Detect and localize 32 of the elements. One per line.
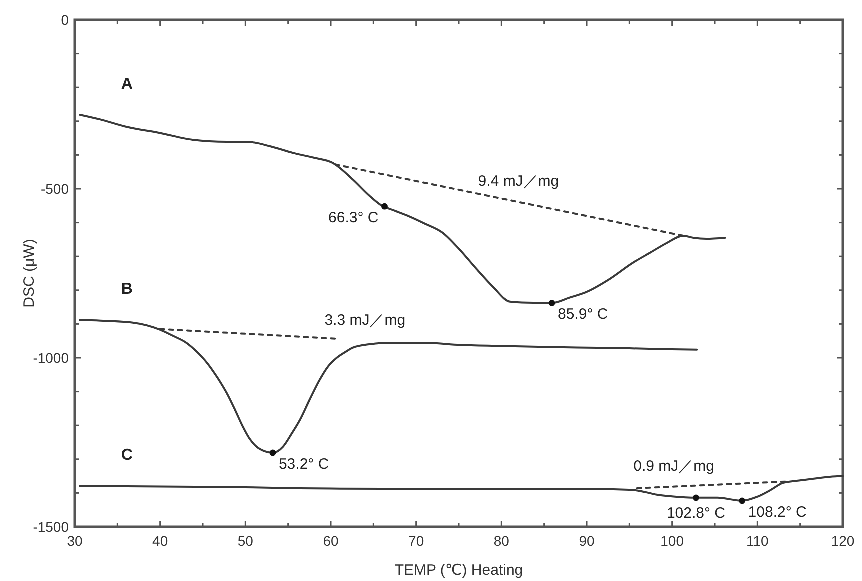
x-tick-label: 100 <box>660 533 684 549</box>
x-tick-label: 30 <box>67 533 83 549</box>
series-label: C <box>121 447 134 464</box>
y-tick-label: -1500 <box>33 518 70 535</box>
point <box>382 203 388 210</box>
x-tick-label: 50 <box>238 533 254 549</box>
x-tick-label: 80 <box>494 533 510 549</box>
annotation: 66.3° C <box>328 210 379 227</box>
annotation: 53.2° C <box>278 456 330 473</box>
annotation: 108.2° C <box>748 504 808 521</box>
point <box>739 498 746 504</box>
x-tick-label: 90 <box>579 533 595 549</box>
annotation: 85.9° C <box>558 306 608 324</box>
x-tick-label: 60 <box>323 533 339 549</box>
y-tick-label: -500 <box>40 180 70 197</box>
series-label: A <box>121 76 134 93</box>
annotation: 102.8° C <box>666 504 726 522</box>
point <box>548 300 556 306</box>
point <box>270 450 276 456</box>
x-axis-title: TEMP (℃) Heating <box>394 562 524 579</box>
annotation: 3.3 mJ／mg <box>324 312 406 330</box>
series-label: B <box>121 281 133 298</box>
annotation: 9.4 mJ／mg <box>478 173 560 190</box>
y-tick-label: -1000 <box>33 350 70 366</box>
x-tick-label: 120 <box>831 533 855 549</box>
annotation: 0.9 mJ／mg <box>634 458 714 475</box>
y-tick-label: 0 <box>61 12 70 28</box>
point <box>693 494 700 502</box>
x-tick-label: 110 <box>746 533 770 549</box>
x-tick-label: 40 <box>152 533 168 549</box>
x-tick-label: 70 <box>408 533 424 549</box>
y-axis-title: DSC (μW) <box>21 239 38 308</box>
